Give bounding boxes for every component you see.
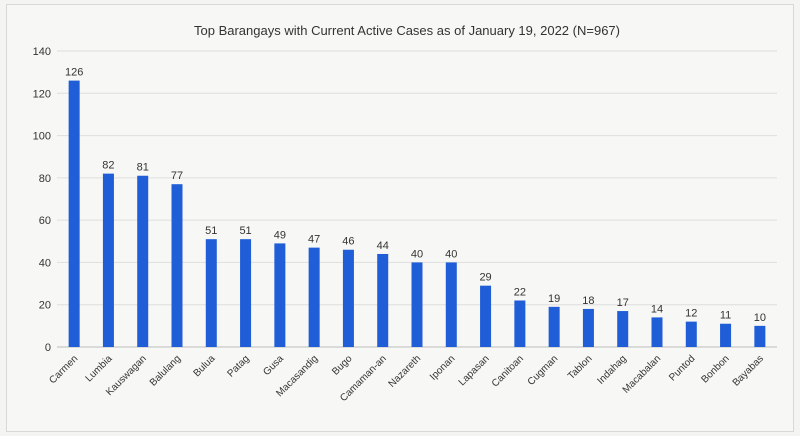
bar-value-label: 22	[514, 286, 526, 298]
bar	[68, 80, 80, 347]
x-tick-label: Bulua	[192, 353, 218, 379]
bar	[102, 173, 114, 347]
bar	[411, 262, 423, 347]
y-tick-label: 100	[33, 131, 51, 143]
bar-value-label: 82	[102, 160, 114, 172]
bar-value-label: 17	[617, 297, 629, 309]
bar-value-label: 77	[171, 170, 183, 182]
x-tick-label: Balulang	[148, 353, 183, 388]
bar-value-label: 47	[308, 234, 320, 246]
y-tick-label: 40	[39, 257, 51, 269]
bar	[720, 323, 732, 347]
bar-value-label: 18	[582, 295, 594, 307]
bar	[685, 321, 697, 347]
chart-frame: Top Barangays with Current Active Cases …	[6, 4, 794, 432]
bar	[377, 253, 389, 347]
bar	[754, 325, 766, 347]
y-axis-ticks: 0 20 40 60 80 100 120 140	[33, 46, 51, 354]
x-tick-label: Tablon	[566, 353, 595, 382]
bar-value-label: 46	[342, 236, 354, 248]
bar	[651, 317, 663, 347]
bars	[68, 80, 766, 347]
bar-value-label: 51	[205, 225, 217, 237]
bar-value-label: 40	[445, 248, 457, 260]
bar-value-label: 49	[274, 229, 286, 241]
bar-value-label: 44	[377, 240, 389, 252]
bar	[308, 247, 320, 347]
bar-value-label: 19	[548, 293, 560, 305]
x-tick-label: Bayabas	[731, 353, 766, 388]
x-tick-label: Canitoan	[490, 353, 526, 389]
bar-value-label: 40	[411, 248, 423, 260]
y-tick-label: 60	[39, 215, 51, 227]
bar	[514, 300, 526, 347]
bar	[480, 285, 492, 347]
bar-value-label: 10	[754, 312, 766, 324]
x-tick-label: Lapasan	[457, 353, 492, 388]
bar	[171, 184, 183, 347]
bar	[274, 243, 286, 347]
y-tick-label: 80	[39, 173, 51, 185]
x-tick-label: Indahag	[595, 353, 628, 386]
bar-value-label: 11	[720, 310, 731, 322]
bar-value-label: 81	[137, 162, 149, 174]
bar-value-label: 126	[65, 67, 83, 79]
chart-title: Top Barangays with Current Active Cases …	[194, 23, 620, 38]
bar	[617, 311, 629, 347]
x-tick-label: Nazareth	[387, 353, 423, 389]
bar-value-label: 51	[239, 225, 251, 237]
bar	[137, 175, 149, 347]
bar-chart: Top Barangays with Current Active Cases …	[33, 23, 777, 404]
x-tick-label: Patag	[225, 353, 251, 379]
bar	[445, 262, 457, 347]
bar-value-label: 14	[651, 303, 663, 315]
data-labels: 126 82 81 77 51 51 49 47 46 44 40 40 29 22 19 18 17 14 12 1…	[65, 67, 766, 324]
y-tick-label: 0	[45, 342, 51, 354]
x-tick-label: Cugman	[526, 353, 561, 388]
x-tick-label: Bonbon	[700, 353, 732, 385]
bar	[548, 306, 560, 347]
x-tick-label: Iponan	[428, 353, 457, 382]
bar	[240, 239, 252, 347]
x-tick-label: Puntod	[667, 353, 697, 383]
x-tick-label: Gusa	[261, 353, 286, 378]
bar	[342, 249, 354, 347]
bar	[582, 308, 594, 347]
y-tick-label: 20	[39, 300, 51, 312]
x-tick-label: Bugo	[330, 353, 355, 378]
x-tick-label: Lumbia	[84, 353, 115, 384]
y-tick-label: 120	[33, 88, 51, 100]
bar-value-label: 29	[479, 272, 491, 284]
bar	[205, 239, 217, 347]
bar-value-label: 12	[685, 308, 697, 320]
x-tick-label: Carmen	[47, 353, 80, 386]
y-tick-label: 140	[33, 46, 51, 58]
